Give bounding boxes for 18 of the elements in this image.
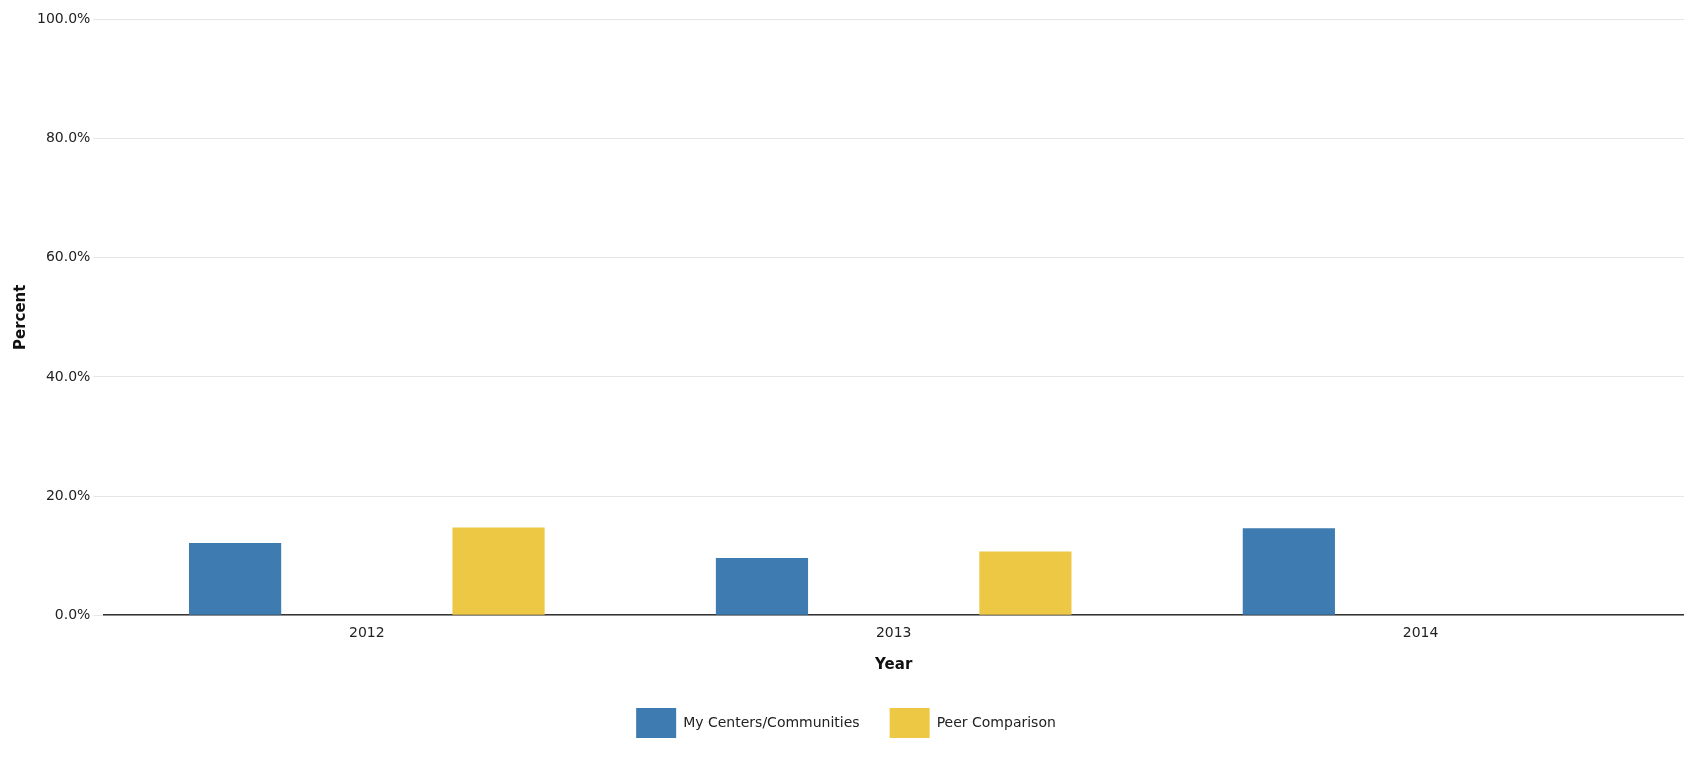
legend-label: My Centers/Communities: [683, 713, 860, 730]
y-tick-label: 0.0%: [54, 605, 91, 622]
y-axis-title: Percent: [10, 284, 29, 351]
y-tick-label: 80.0%: [45, 129, 91, 146]
bar: [979, 551, 1072, 615]
bar: [715, 558, 809, 615]
legend-label: Peer Comparison: [936, 713, 1056, 730]
y-tick-label: 60.0%: [45, 248, 91, 265]
y-tick-label: 20.0%: [45, 486, 91, 503]
x-axis-title: Year: [874, 654, 913, 673]
x-tick-label: 2012: [349, 624, 385, 641]
y-tick-label: 40.0%: [45, 367, 91, 384]
x-tick-label: 2013: [875, 624, 912, 641]
bar: [1242, 528, 1335, 615]
bar: [189, 543, 282, 615]
bar: [452, 527, 545, 615]
x-tick-label: 2014: [1402, 624, 1439, 641]
y-tick-label: 100.0%: [36, 10, 91, 27]
